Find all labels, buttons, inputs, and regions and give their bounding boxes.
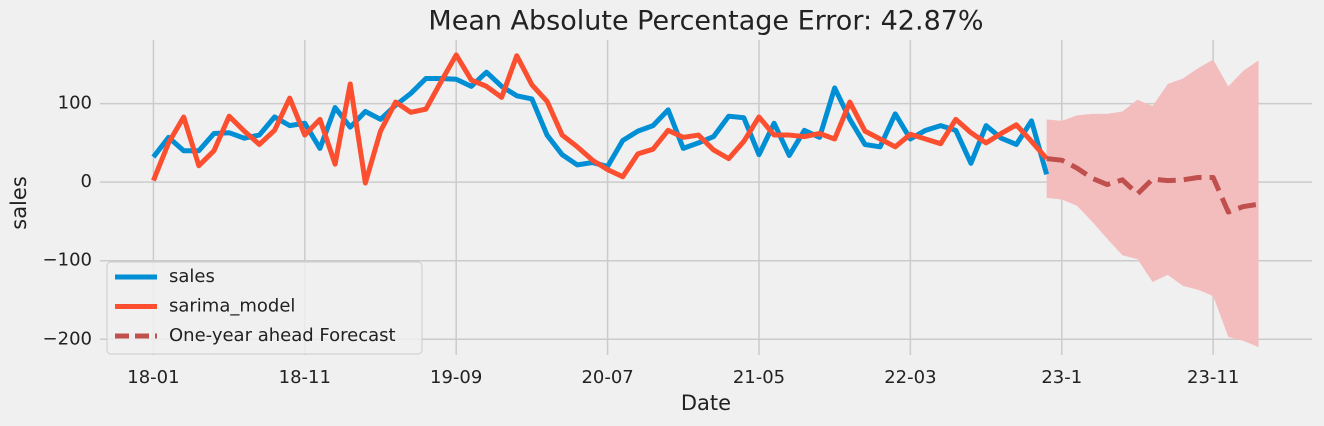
- x-tick-label: 22-03: [884, 367, 936, 388]
- y-tick-label: 0: [81, 171, 92, 192]
- y-tick-label: −200: [43, 328, 92, 349]
- series-line: [1046, 156, 1259, 215]
- x-tick-label: 23-11: [1187, 367, 1239, 388]
- x-axis-label: Date: [681, 391, 731, 415]
- legend-label: One-year ahead Forecast: [169, 325, 396, 346]
- plot-area: [151, 52, 1259, 348]
- grid: −200 −100 0 100 18-01 18-11 19-09 20-07 21-05 22-…: [43, 40, 1312, 388]
- y-axis-label: sales: [7, 176, 31, 230]
- x-tick-label: 18-11: [279, 367, 331, 388]
- legend-label: sales: [169, 266, 215, 287]
- y-tick-label: −100: [43, 250, 92, 271]
- y-tick-label: 100: [58, 93, 92, 114]
- x-tick-label: 20-07: [581, 367, 633, 388]
- chart-title: Mean Absolute Percentage Error: 42.87%: [428, 6, 983, 37]
- x-tick-label: 21-05: [733, 367, 785, 388]
- legend-box: [106, 261, 423, 355]
- confidence-band: [1046, 59, 1259, 348]
- x-tick-label: 18-01: [127, 367, 179, 388]
- x-tick-label: 19-09: [430, 367, 482, 388]
- legend: sales sarima_model One-year ahead Forecast: [106, 261, 423, 355]
- series-line: [151, 52, 1049, 186]
- x-tick-label: 23-1: [1041, 367, 1082, 388]
- legend-label: sarima_model: [169, 296, 295, 317]
